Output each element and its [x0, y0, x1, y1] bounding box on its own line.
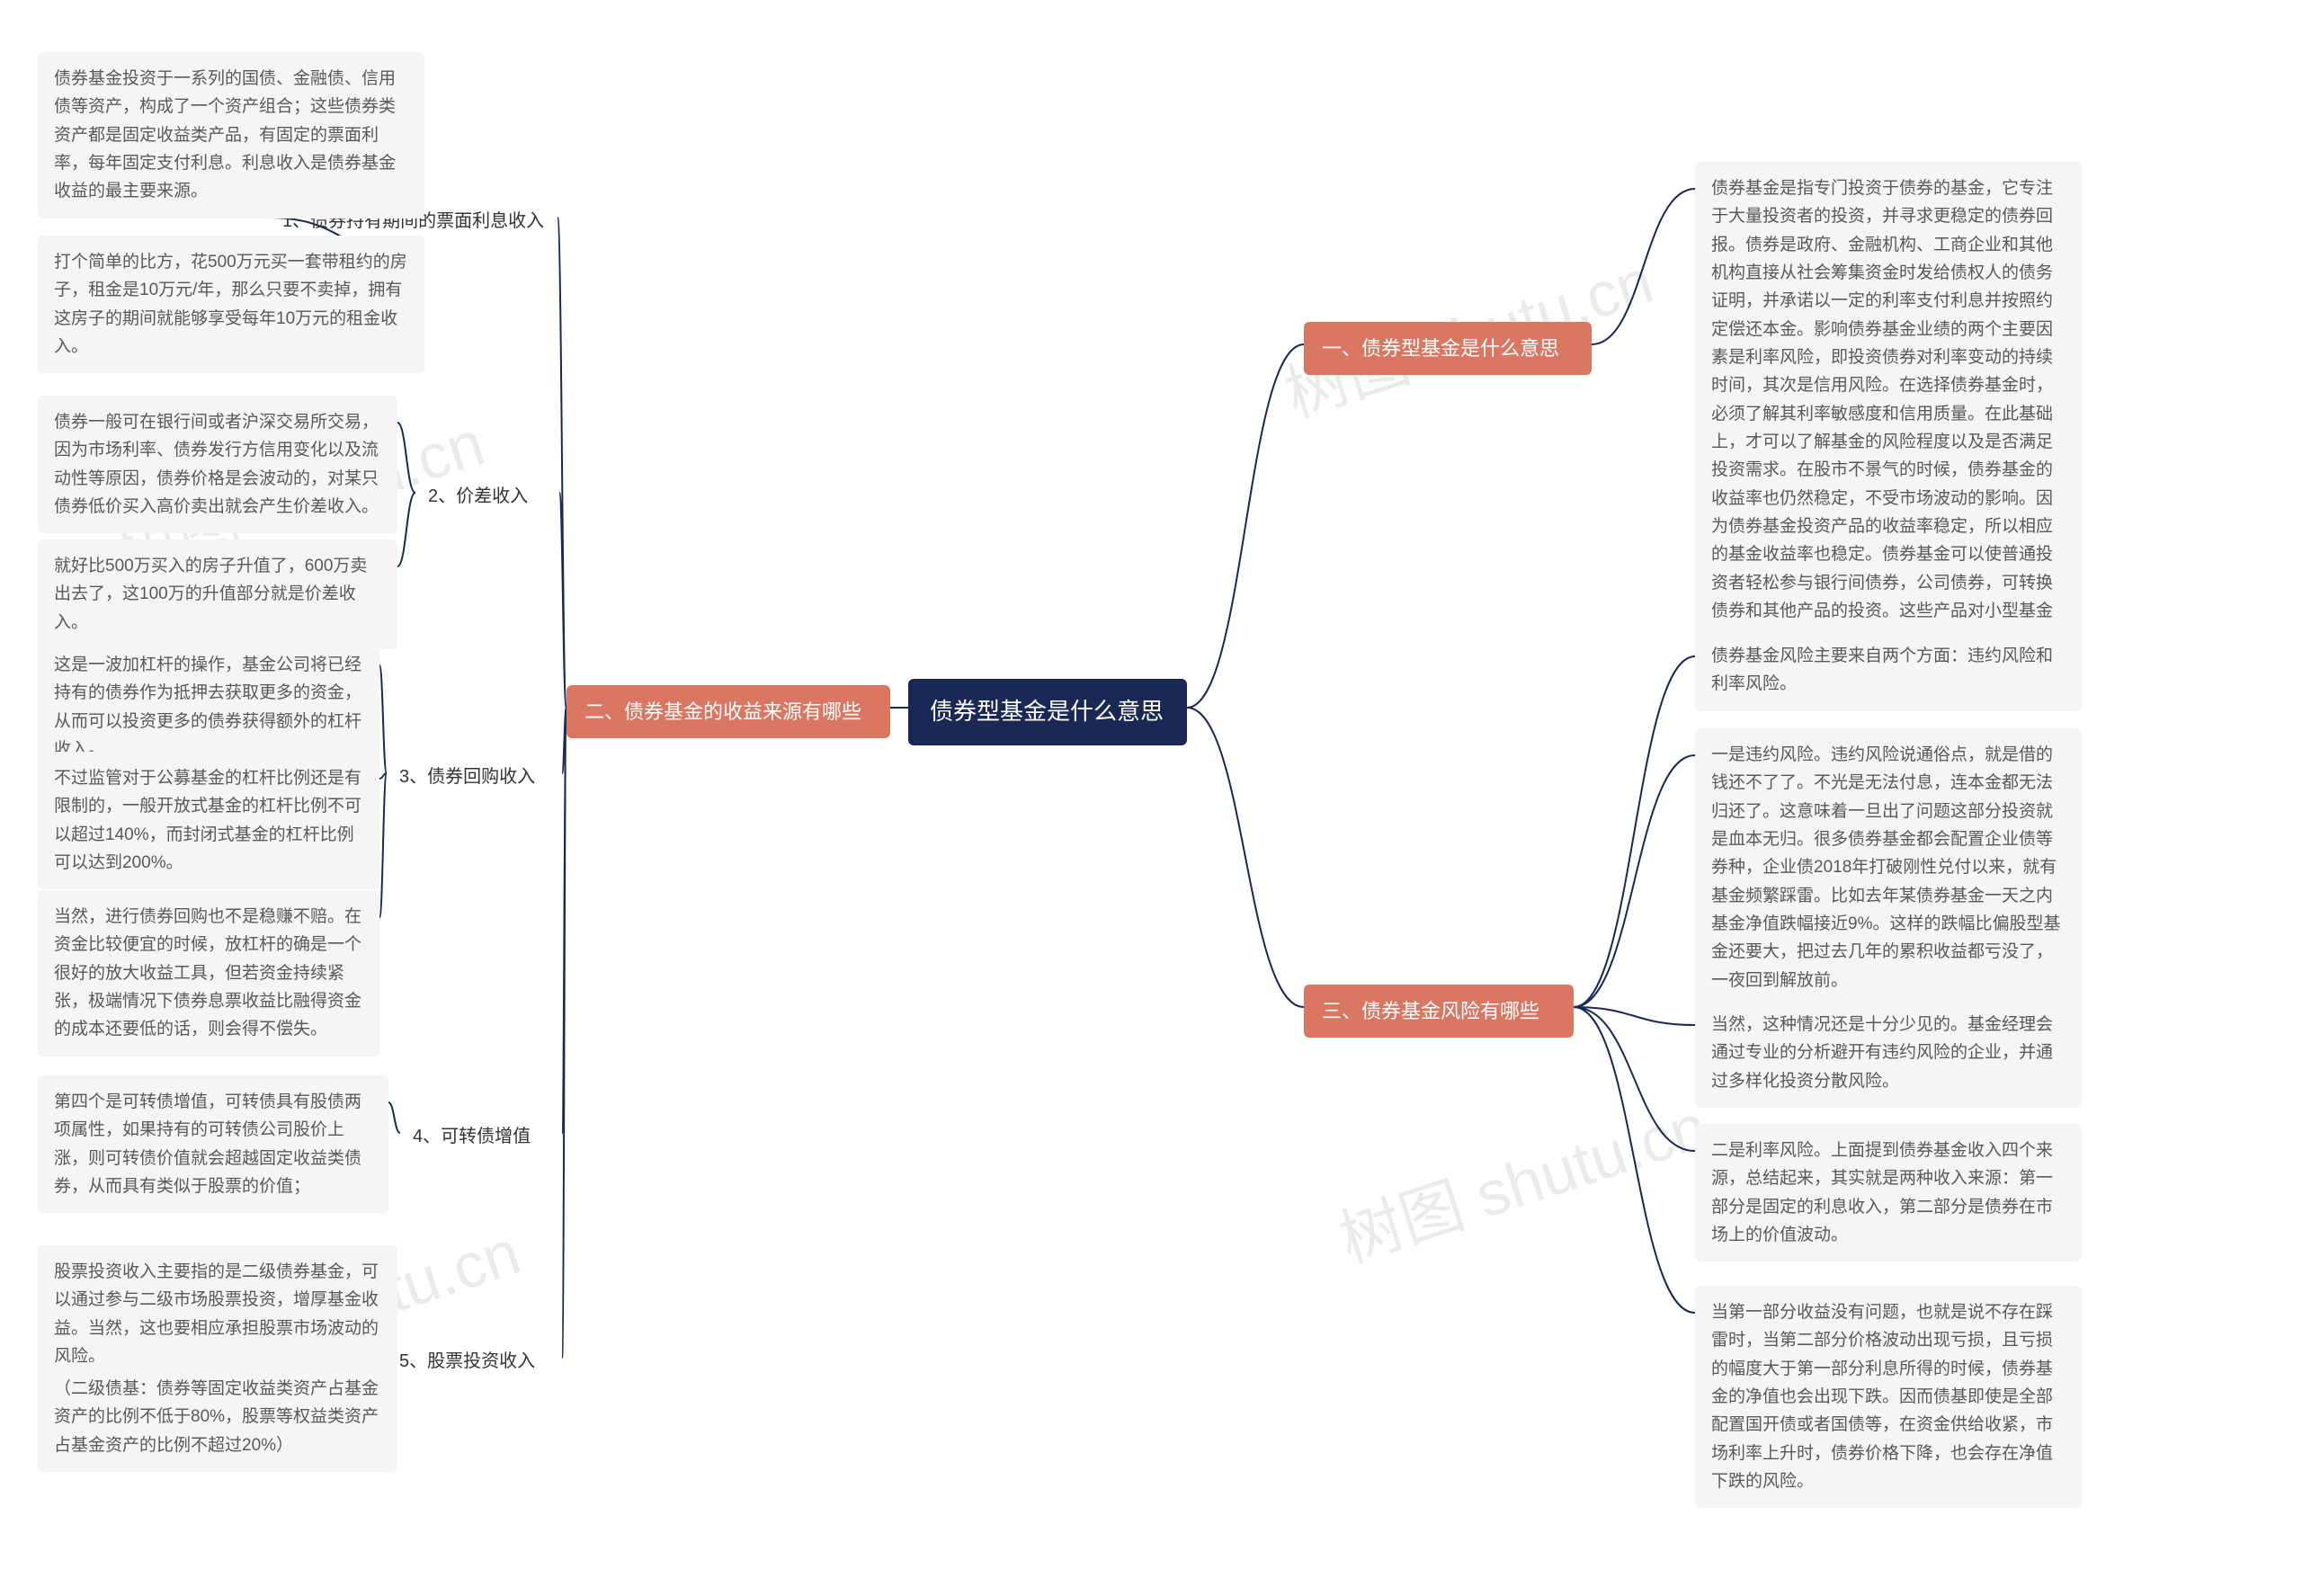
l3: 3、债券回购收入: [387, 755, 562, 798]
l3d2: 不过监管对于公募基金的杠杆比例还是有限制的，一般开放式基金的杠杆比例不可以超过1…: [38, 752, 379, 889]
b3d2: 一是违约风险。违约风险说通俗点，就是借的钱还不了了。不光是无法付息，连本金都无法…: [1695, 728, 2082, 1007]
b3: 三、债券基金风险有哪些: [1304, 985, 1574, 1038]
b3d3: 当然，这种情况还是十分少见的。基金经理会通过专业的分析避开有违约风险的企业，并通…: [1695, 998, 2082, 1108]
b2: 二、债券基金的收益来源有哪些: [567, 685, 890, 738]
l2d2: 就好比500万买入的房子升值了，600万卖出去了，这100万的升值部分就是价差收…: [38, 539, 397, 649]
l5: 5、股票投资收入: [387, 1340, 562, 1383]
l4d1: 第四个是可转债增值，可转债具有股债两项属性，如果持有的可转债公司股价上涨，则可转…: [38, 1075, 388, 1213]
b3d4: 二是利率风险。上面提到债券基金收入四个来源，总结起来，其实就是两种收入来源：第一…: [1695, 1124, 2082, 1262]
l4: 4、可转债增值: [400, 1115, 562, 1158]
l2: 2、价差收入: [415, 475, 559, 518]
b1: 一、债券型基金是什么意思: [1304, 322, 1592, 375]
l3d3: 当然，进行债券回购也不是稳赚不赔。在资金比较便宜的时候，放杠杆的确是一个很好的放…: [38, 890, 379, 1057]
l1d2: 打个简单的比方，花500万元买一套带租约的房子，租金是10万元/年，那么只要不卖…: [38, 236, 424, 373]
b3d5: 当第一部分收益没有问题，也就是说不存在踩雷时，当第二部分价格波动出现亏损，且亏损…: [1695, 1286, 2082, 1508]
l2d1: 债券一般可在银行间或者沪深交易所交易，因为市场利率、债券发行方信用变化以及流动性…: [38, 396, 397, 533]
l1d1: 债券基金投资于一系列的国债、金融债、信用债等资产，构成了一个资产组合；这些债券类…: [38, 52, 424, 218]
mindmap-canvas: 树图 shutu.cn树图 shutu.cn树图 shutu.cn树图 shut…: [0, 0, 2302, 1596]
b3d1: 债券基金风险主要来自两个方面：违约风险和利率风险。: [1695, 629, 2082, 711]
b1d1: 债券基金是指专门投资于债券的基金，它专注于大量投资者的投资，并寻求更稳定的债券回…: [1695, 162, 2082, 694]
root-node: 债券型基金是什么意思: [908, 679, 1187, 745]
l5d2: （二级债基：债券等固定收益类资产占基金资产的比例不低于80%，股票等权益类资产占…: [38, 1362, 397, 1472]
